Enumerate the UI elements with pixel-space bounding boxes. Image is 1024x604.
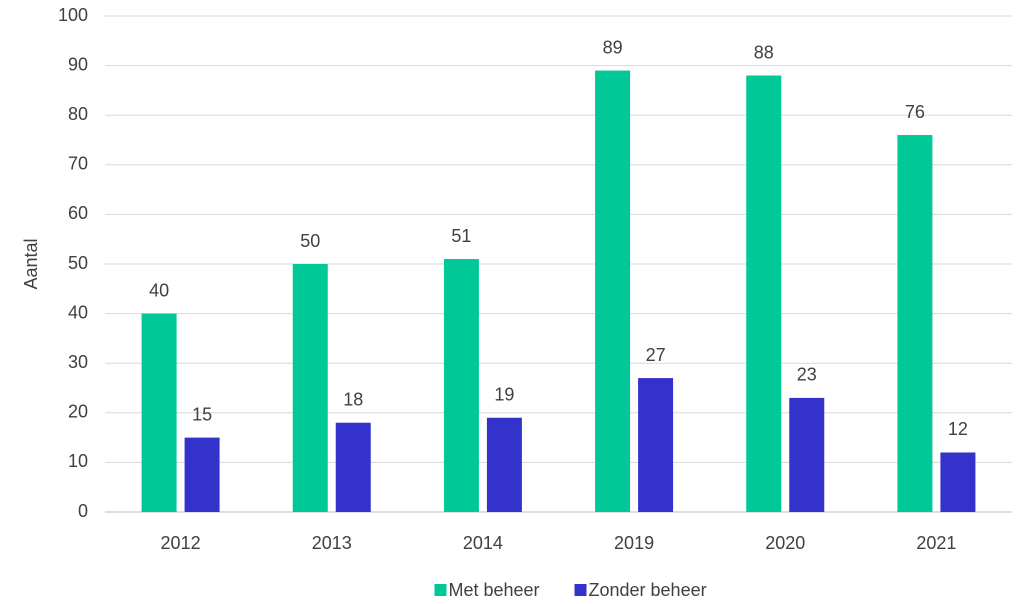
- bar: [184, 437, 220, 512]
- y-tick-label: 40: [68, 302, 88, 322]
- data-label: 12: [948, 419, 968, 439]
- x-tick-label: 2013: [312, 533, 352, 553]
- data-label: 23: [797, 365, 817, 385]
- legend-swatch: [434, 584, 447, 596]
- legend-swatch: [574, 584, 587, 596]
- y-tick-label: 50: [68, 253, 88, 273]
- data-label: 27: [646, 345, 666, 365]
- data-label: 50: [300, 231, 320, 251]
- bar: [746, 75, 782, 513]
- y-tick-label: 90: [68, 54, 88, 74]
- data-label: 18: [343, 389, 363, 409]
- data-label: 19: [494, 385, 514, 405]
- x-tick-label: 2019: [614, 533, 654, 553]
- bar: [595, 70, 631, 512]
- y-tick-label: 20: [68, 402, 88, 422]
- legend-label: Zonder beheer: [589, 580, 707, 600]
- y-tick-label: 10: [68, 451, 88, 471]
- data-label: 76: [905, 102, 925, 122]
- data-label: 51: [451, 226, 471, 246]
- y-axis-label: Aantal: [21, 238, 41, 289]
- legend-label: Met beheer: [449, 580, 540, 600]
- y-tick-label: 70: [68, 154, 88, 174]
- y-tick-label: 60: [68, 203, 88, 223]
- bar: [940, 452, 976, 512]
- x-tick-label: 2021: [916, 533, 956, 553]
- bar: [443, 259, 479, 512]
- x-tick-label: 2020: [765, 533, 805, 553]
- y-tick-label: 100: [58, 5, 88, 25]
- data-label: 88: [754, 42, 774, 62]
- bar: [638, 378, 674, 512]
- bar: [141, 313, 177, 512]
- bar: [335, 422, 371, 512]
- bar: [897, 135, 933, 513]
- data-label: 89: [603, 37, 623, 57]
- bar: [789, 397, 825, 512]
- y-tick-label: 80: [68, 104, 88, 124]
- x-tick-label: 2012: [161, 533, 201, 553]
- data-label: 40: [149, 280, 169, 300]
- y-tick-label: 0: [78, 501, 88, 521]
- y-tick-label: 30: [68, 352, 88, 372]
- x-tick-label: 2014: [463, 533, 503, 553]
- bar: [486, 417, 522, 512]
- bar: [292, 264, 328, 512]
- data-label: 15: [192, 404, 212, 424]
